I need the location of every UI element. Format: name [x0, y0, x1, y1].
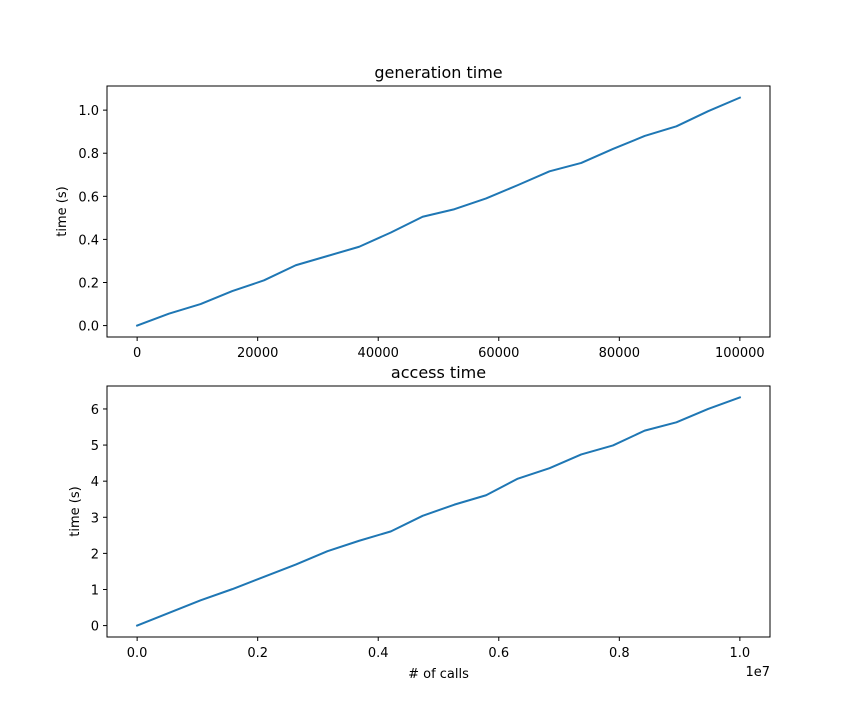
series-line	[135, 96, 742, 327]
chart-title: access time	[391, 363, 486, 382]
x-tick-label: 0.6	[488, 646, 509, 661]
chart-title: generation time	[374, 63, 502, 82]
series-line	[135, 396, 742, 627]
x-tick-label: 0.0	[127, 646, 148, 661]
x-tick-label: 0	[133, 346, 141, 361]
x-tick-label: 80000	[599, 346, 640, 361]
y-tick-label: 0	[91, 620, 99, 635]
y-tick-label: 0.8	[78, 147, 99, 162]
chart-panel-2: 0.0 0.2 0.4 0.6 0.8 1.0 0 1 2 3 4 5 6 access time time…	[68, 363, 771, 682]
x-axis-label: # of calls	[408, 667, 469, 682]
y-tick-label: 5	[91, 439, 99, 454]
x-tick-label: 1.0	[730, 646, 751, 661]
x-axis-offset-text: 1e7	[745, 665, 770, 680]
x-tick-label: 60000	[478, 346, 519, 361]
y-tick-label: 0.0	[78, 320, 99, 335]
x-tick-label: 0.8	[609, 646, 630, 661]
x-tick-label: 20000	[237, 346, 278, 361]
y-tick-label: 6	[91, 403, 99, 418]
chart-panel-1: 0 20000 40000 60000 80000 100000 0.0 0.2 0.4 0.6 0…	[55, 63, 771, 361]
x-tick-label: 40000	[358, 346, 399, 361]
y-tick-label: 1.0	[78, 104, 99, 119]
y-axis-label: time (s)	[55, 186, 70, 236]
y-tick-label: 1	[91, 583, 99, 598]
plot-frame	[106, 85, 771, 338]
x-tick-label: 0.2	[247, 646, 268, 661]
y-tick-label: 0.4	[78, 233, 99, 248]
plot-frame	[106, 385, 771, 638]
y-axis-label: time (s)	[68, 486, 83, 536]
y-tick-label: 4	[91, 475, 99, 490]
y-tick-label: 0.6	[78, 190, 99, 205]
y-tick-label: 2	[91, 547, 99, 562]
y-tick-label: 0.2	[78, 276, 99, 291]
x-tick-label: 0.4	[368, 646, 389, 661]
x-tick-label: 100000	[715, 346, 765, 361]
y-tick-label: 3	[91, 511, 99, 526]
